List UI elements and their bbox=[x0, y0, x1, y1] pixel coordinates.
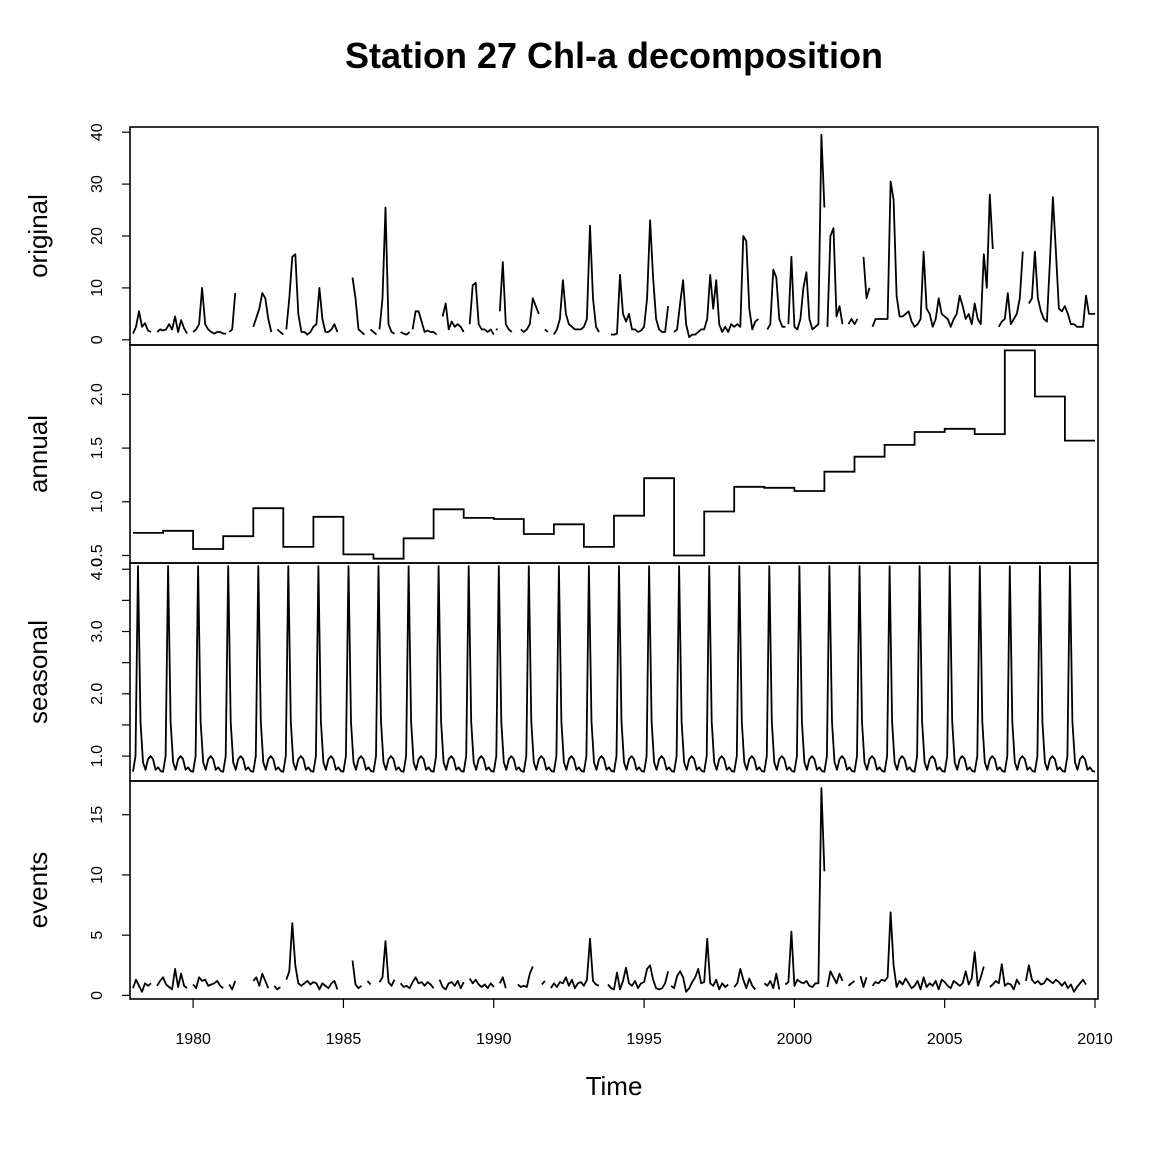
series-line-original bbox=[544, 328, 549, 333]
y-tick-label-annual: 1.0 bbox=[89, 491, 106, 513]
series-line-original bbox=[252, 292, 273, 333]
series-line-original bbox=[411, 310, 438, 336]
series-line-original bbox=[441, 302, 465, 333]
series-line-original bbox=[826, 227, 844, 327]
series-line-events bbox=[366, 980, 372, 986]
y-tick-label-original: 0 bbox=[89, 335, 106, 344]
series-line-original bbox=[498, 261, 513, 333]
series-line-original bbox=[468, 281, 495, 336]
series-line-original bbox=[276, 328, 284, 336]
series-line-events bbox=[192, 976, 224, 990]
y-tick-label-seasonal: 4.0 bbox=[89, 558, 106, 580]
series-line-events bbox=[763, 972, 781, 990]
y-tick-label-seasonal: 1.0 bbox=[89, 745, 106, 767]
series-line-events bbox=[498, 976, 507, 989]
y-tick-label-annual: 2.0 bbox=[89, 383, 106, 405]
panel-events: events 0 5 10 15 bbox=[23, 780, 1099, 1000]
chart-title: Station 27 Chl-a decomposition bbox=[345, 35, 883, 76]
y-tick-label-events: 15 bbox=[89, 806, 106, 824]
series-line-original bbox=[156, 315, 188, 335]
series-line-original bbox=[520, 297, 540, 333]
series-line-events bbox=[989, 963, 1021, 991]
series-line-events bbox=[399, 976, 435, 990]
series-line-original bbox=[787, 133, 826, 331]
y-tick-label-annual: 0.5 bbox=[89, 544, 106, 566]
series-line-original bbox=[378, 206, 395, 335]
series-line-original bbox=[871, 180, 994, 328]
series-line-original bbox=[369, 328, 378, 336]
y-tick-label-original: 40 bbox=[89, 123, 106, 141]
x-tick-label: 1980 bbox=[175, 1031, 211, 1048]
series-line-original bbox=[673, 235, 759, 339]
series-line-events bbox=[670, 937, 729, 993]
y-tick-label-original: 30 bbox=[89, 175, 106, 193]
series-line-events bbox=[541, 980, 546, 986]
series-line-events bbox=[228, 980, 237, 991]
series-line-original bbox=[132, 310, 152, 334]
series-line-events bbox=[156, 968, 188, 991]
series-line-original bbox=[553, 224, 600, 336]
series-line-events bbox=[1025, 964, 1087, 993]
y-axis-label-original: original bbox=[23, 194, 53, 278]
y-tick-label-original: 20 bbox=[89, 227, 106, 245]
y-tick-label-events: 0 bbox=[89, 991, 106, 1000]
y-tick-label-seasonal: 2.0 bbox=[89, 683, 106, 705]
series-line-original bbox=[998, 251, 1024, 328]
series-line-events bbox=[826, 970, 844, 988]
x-tick-label: 1990 bbox=[476, 1031, 512, 1048]
x-axis: 1980 1985 1990 1995 2000 2005 2010 bbox=[175, 999, 1113, 1048]
series-line-seasonal bbox=[132, 565, 1096, 773]
panels-group: original 0 10 20 30 40 annual 0.5 1.0 1.5 2.0 seaso… bbox=[23, 123, 1099, 1000]
panel-original: original 0 10 20 30 40 bbox=[23, 123, 1099, 346]
series-line-events bbox=[438, 979, 465, 991]
series-line-original bbox=[285, 253, 339, 336]
series-line-original bbox=[351, 277, 366, 336]
series-line-events bbox=[847, 980, 856, 987]
series-line-events bbox=[132, 978, 152, 993]
x-tick-label: 2010 bbox=[1077, 1031, 1113, 1048]
series-line-events bbox=[607, 964, 669, 991]
series-line-events bbox=[351, 960, 363, 990]
series-line-original bbox=[228, 293, 237, 333]
x-tick-label: 1995 bbox=[626, 1031, 662, 1048]
y-tick-label-events: 5 bbox=[89, 931, 106, 940]
x-axis-label: Time bbox=[586, 1071, 643, 1101]
x-tick-label: 1985 bbox=[326, 1031, 362, 1048]
y-axis-label-annual: annual bbox=[23, 415, 53, 493]
series-line-original bbox=[847, 318, 859, 326]
series-line-events bbox=[468, 978, 495, 990]
series-line-events bbox=[517, 966, 534, 988]
series-line-original bbox=[1028, 196, 1095, 328]
series-line-original bbox=[766, 268, 786, 330]
y-tick-label-original: 10 bbox=[89, 279, 106, 297]
series-line-events bbox=[273, 985, 281, 991]
y-tick-label-seasonal: 3.0 bbox=[89, 620, 106, 642]
series-line-original bbox=[611, 219, 669, 336]
series-line-events bbox=[871, 911, 985, 991]
series-line-annual bbox=[133, 349, 1095, 560]
x-tick-label: 2005 bbox=[927, 1031, 963, 1048]
series-line-events bbox=[859, 975, 868, 988]
series-line-original bbox=[862, 256, 871, 300]
y-axis-label-events: events bbox=[23, 852, 53, 929]
series-line-events bbox=[733, 968, 756, 990]
series-line-original bbox=[192, 287, 227, 335]
y-tick-label-annual: 1.5 bbox=[89, 437, 106, 459]
y-tick-label-events: 10 bbox=[89, 866, 106, 884]
series-line-events bbox=[252, 972, 270, 989]
series-line-events bbox=[285, 922, 339, 991]
series-line-events bbox=[378, 940, 396, 987]
panel-frame-events bbox=[129, 780, 1099, 1000]
series-line-events bbox=[784, 787, 826, 988]
series-line-events bbox=[550, 937, 600, 990]
x-tick-label: 2000 bbox=[777, 1031, 813, 1048]
series-line-original bbox=[400, 331, 411, 336]
y-axis-label-seasonal: seasonal bbox=[23, 620, 53, 724]
